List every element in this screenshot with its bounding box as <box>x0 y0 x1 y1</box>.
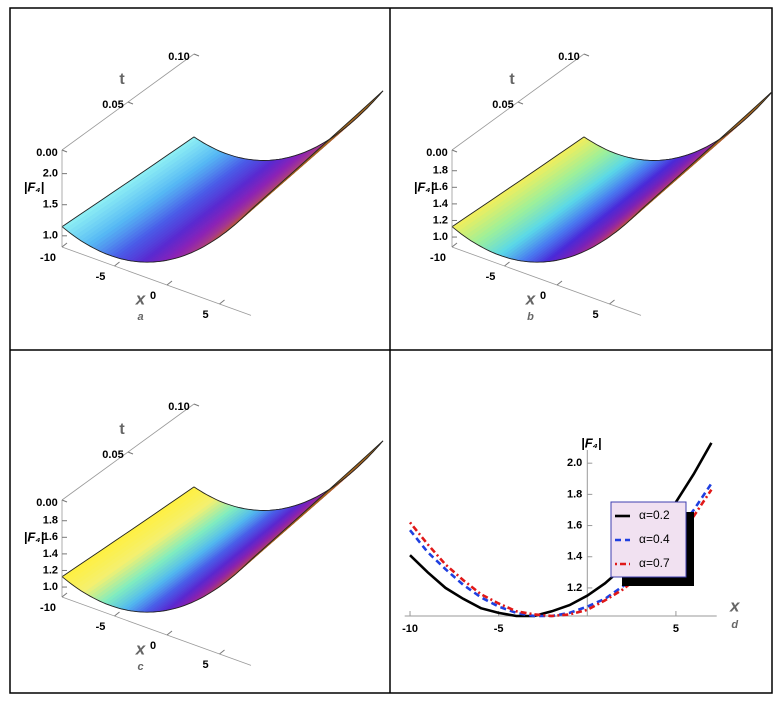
x-tick <box>114 611 120 617</box>
t-tick <box>517 101 524 105</box>
panel <box>61 53 384 316</box>
t-tick-label: 0.00 <box>36 497 57 509</box>
x-tick-label: -5 <box>96 271 106 283</box>
z-tick-label: 1.4 <box>43 548 59 560</box>
t-tick <box>61 149 68 153</box>
surface-edge <box>250 440 384 561</box>
y-tick-label: 2.0 <box>567 457 582 469</box>
z-tick-label: 1.6 <box>433 181 448 193</box>
surface-edge <box>451 136 585 228</box>
y-tick-label: 1.4 <box>567 551 583 563</box>
y-tick-label: 1.8 <box>567 488 582 500</box>
t-tick-label: 0.00 <box>426 147 447 159</box>
surface-edge <box>193 90 384 161</box>
caption: d <box>731 619 738 631</box>
x-tick-label: 0 <box>150 640 156 652</box>
surface-edge <box>61 209 252 263</box>
axis-line <box>61 403 195 501</box>
legend-label: α=0.2 <box>639 508 670 522</box>
x-tick <box>609 299 615 305</box>
x-tick <box>61 242 68 248</box>
x-tick <box>556 280 563 286</box>
x-tick-label: -10 <box>430 252 446 264</box>
z-axis-title: |F₄| <box>24 179 44 194</box>
x-axis-title: x <box>135 289 147 308</box>
t-tick-label: 0.05 <box>492 99 513 111</box>
x-tick <box>504 261 510 267</box>
x-tick <box>166 280 173 286</box>
x-tick-label: 5 <box>673 623 679 635</box>
t-axis-title: t <box>509 71 515 88</box>
surface-edge <box>61 136 195 228</box>
z-tick-label: 1.4 <box>433 198 449 210</box>
surface-edge <box>451 209 642 263</box>
z-tick-label: 1.2 <box>433 214 448 226</box>
z-axis-title: |F₄| <box>24 529 44 544</box>
t-tick <box>61 499 68 503</box>
x-tick <box>61 592 68 598</box>
surface-edge <box>193 440 384 511</box>
surface-edge <box>61 486 195 578</box>
t-tick-label: 0.10 <box>168 401 189 413</box>
surface-edge <box>640 91 772 211</box>
x-axis-title: x <box>729 596 741 615</box>
caption: a <box>137 311 143 323</box>
x-tick-label: 0 <box>540 290 546 302</box>
z-axis-title: |F₄| <box>414 179 434 194</box>
x-axis-title: x <box>135 639 147 658</box>
z-tick-label: 1.0 <box>43 230 58 242</box>
x-tick-label: 5 <box>592 309 598 321</box>
t-axis-title: t <box>119 421 125 438</box>
caption: c <box>137 661 143 673</box>
x-tick-label: 5 <box>202 659 208 671</box>
t-tick <box>193 53 200 57</box>
t-tick <box>127 101 134 105</box>
x-tick-label: 0 <box>150 290 156 302</box>
axis-line <box>61 53 195 151</box>
x-tick <box>114 261 120 267</box>
panel <box>61 403 384 666</box>
x-tick-label: -10 <box>40 602 56 614</box>
x-tick-label: -10 <box>40 252 56 264</box>
y-tick-label: 1.2 <box>567 582 582 594</box>
x-tick-label: -5 <box>494 623 504 635</box>
x-tick-label: -5 <box>96 621 106 633</box>
x-tick-label: 5 <box>202 309 208 321</box>
z-tick-label: 1.5 <box>43 199 58 211</box>
x-tick <box>451 242 458 248</box>
t-tick-label: 0.10 <box>168 51 189 63</box>
panel <box>451 53 772 316</box>
surface-edge <box>583 91 772 161</box>
z-tick-label: 2.0 <box>43 168 58 180</box>
t-tick <box>451 149 458 153</box>
t-tick-label: 0.05 <box>102 449 123 461</box>
t-tick <box>583 53 590 57</box>
z-tick-label: 1.0 <box>43 581 58 593</box>
t-tick <box>193 403 200 407</box>
z-tick-label: 1.0 <box>433 231 448 243</box>
t-tick <box>127 451 134 455</box>
z-tick-label: 1.6 <box>43 531 58 543</box>
surface-edge <box>250 90 384 211</box>
x-axis-title: x <box>525 289 537 308</box>
t-axis-title: t <box>119 71 125 88</box>
t-tick-label: 0.05 <box>102 99 123 111</box>
x-tick <box>219 649 225 655</box>
y-tick-label: 1.6 <box>567 519 582 531</box>
x-tick <box>166 630 173 636</box>
legend-label: α=0.7 <box>639 556 670 570</box>
x-tick-label: -10 <box>402 623 418 635</box>
z-tick-label: 1.2 <box>43 564 58 576</box>
z-tick-label: 1.8 <box>43 515 58 527</box>
y-axis-title: |F₄| <box>581 435 601 450</box>
z-tick-label: 1.8 <box>433 165 448 177</box>
caption: b <box>527 311 534 323</box>
legend-label: α=0.4 <box>639 532 670 546</box>
surface-edge <box>61 559 252 613</box>
t-tick-label: 0.10 <box>558 51 579 63</box>
t-tick-label: 0.00 <box>36 147 57 159</box>
x-tick <box>219 299 225 305</box>
x-tick-label: -5 <box>486 271 496 283</box>
